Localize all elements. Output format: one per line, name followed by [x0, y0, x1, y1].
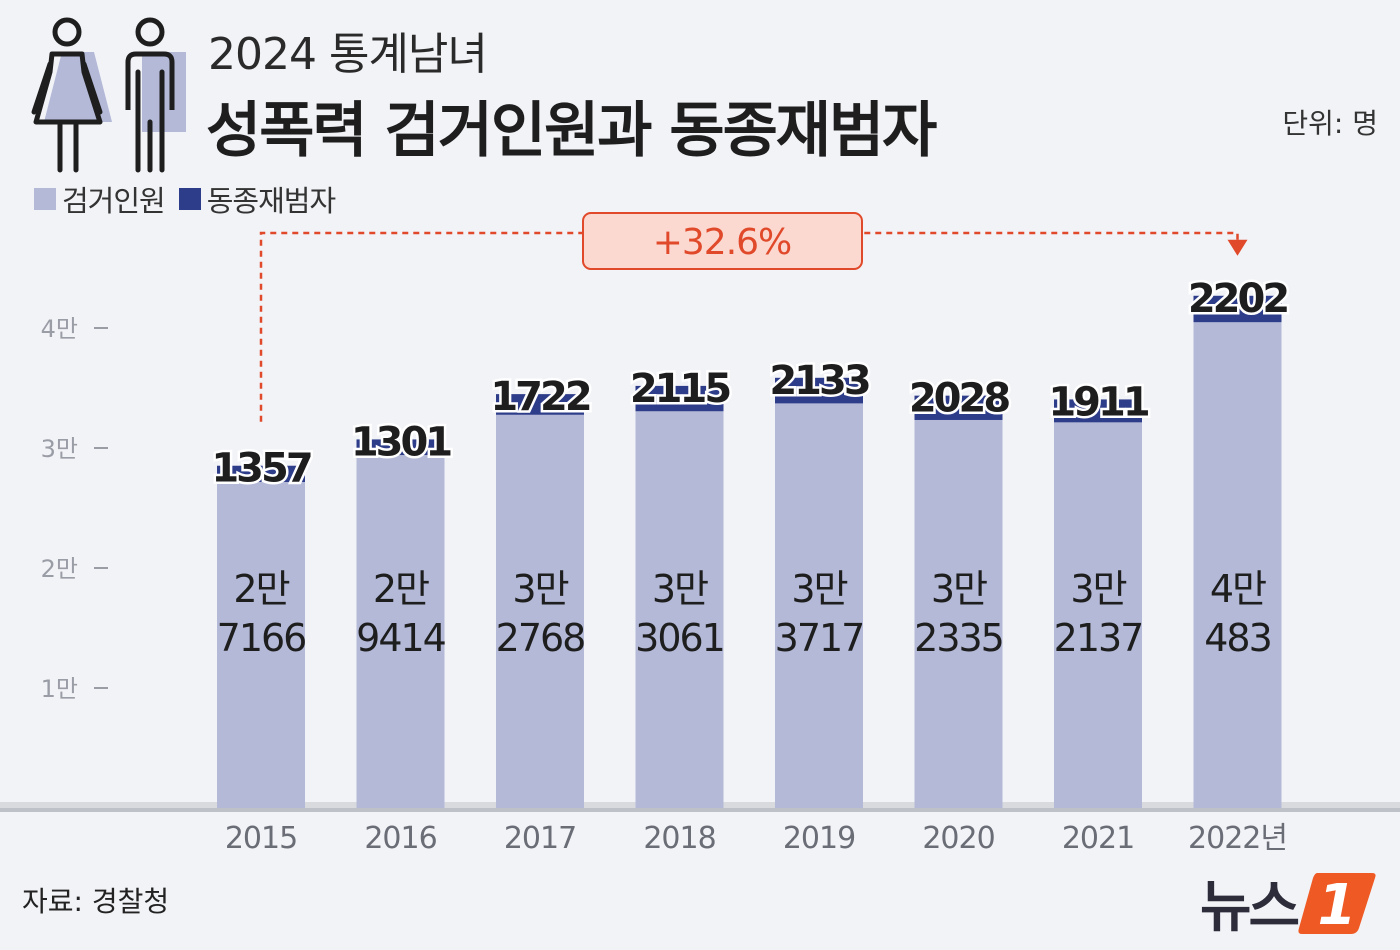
data-label-arrests-line1: 3만	[652, 567, 708, 611]
logo-mark-icon: 1	[1298, 872, 1376, 938]
legend-label-arrests: 검거인원	[62, 184, 166, 218]
stacked-bar-chart: 1만 2만 3만 4만 1357 2만 7166 2015 1301 2만 9414 2016 1722…	[0, 212, 1400, 856]
data-label-arrests-line1: 3만	[512, 567, 568, 611]
bar-repeat-offenders	[1054, 399, 1142, 423]
data-label-arrests-line1: 2만	[233, 567, 289, 611]
x-tick-label: 2019	[783, 821, 855, 856]
x-tick-label: 2021	[1062, 821, 1134, 856]
bar-repeat-offenders	[1193, 295, 1282, 323]
news1-logo: 뉴스 1	[1200, 862, 1377, 943]
bar-arrests	[775, 403, 863, 808]
bar-arrests	[217, 482, 305, 808]
data-label-repeat-offenders: 1301	[351, 419, 451, 465]
data-label-repeat-offenders: 2202	[1188, 276, 1287, 322]
data-label-arrests-line2: 9414	[356, 616, 446, 660]
legend-swatch-repeat-offenders	[178, 188, 201, 210]
data-label-arrests-line1: 2만	[373, 567, 429, 611]
data-label-arrests-line2: 7166	[217, 616, 306, 660]
bar-repeat-offenders	[356, 439, 445, 456]
y-tick-label: 1만	[41, 675, 78, 703]
y-tick-label: 2만	[41, 555, 78, 583]
data-label-arrests-line1: 3만	[791, 567, 847, 611]
logo-mark-text: 1	[1318, 873, 1357, 938]
growth-badge-label: +32.6%	[653, 222, 792, 263]
bar-arrests	[1193, 322, 1282, 808]
data-label-arrests-line2: 483	[1204, 616, 1271, 660]
baseline	[0, 808, 1400, 812]
bar-arrests	[635, 411, 724, 808]
data-label-repeat-offenders: 2115	[630, 366, 730, 412]
growth-badge	[582, 212, 863, 270]
x-tick-label: 2022년	[1188, 821, 1287, 856]
data-label-arrests-line1: 4만	[1210, 567, 1266, 611]
data-label-repeat-offenders: 1357	[211, 446, 310, 492]
data-label-repeat-offenders: 2133	[769, 358, 868, 404]
legend-label-repeat-offenders: 동종재범자	[206, 184, 336, 218]
logo-text: 뉴스	[1200, 875, 1300, 940]
data-label-arrests-line2: 3061	[635, 616, 724, 660]
data-label-arrests-line2: 2335	[914, 616, 1003, 660]
source-note: 자료: 경찰청	[22, 885, 170, 918]
x-tick-label: 2017	[504, 821, 576, 856]
y-tick-label: 4만	[41, 315, 78, 343]
growth-arrow-icon	[1227, 239, 1248, 256]
male-female-figures-icon	[31, 17, 186, 173]
bar-repeat-offenders	[496, 394, 584, 415]
bar-arrests	[914, 419, 1003, 808]
data-label-repeat-offenders: 1722	[490, 374, 589, 420]
x-tick-label: 2016	[364, 821, 436, 856]
y-tick-label: 3만	[41, 435, 78, 463]
legend-swatch-arrests	[34, 188, 56, 210]
bar-repeat-offenders	[914, 395, 1003, 420]
data-label-repeat-offenders: 2028	[909, 376, 1009, 422]
legend: 검거인원 동종재범자	[34, 178, 349, 220]
legend-item-repeat-offenders: 동종재범자	[178, 178, 336, 220]
bar-repeat-offenders	[775, 377, 863, 404]
data-label-repeat-offenders: 1911	[1048, 379, 1148, 425]
data-label-arrests-line1: 3만	[931, 567, 987, 611]
data-label-arrests-line2: 2768	[496, 616, 585, 660]
x-tick-label: 2015	[225, 821, 297, 856]
data-label-arrests-line2: 3717	[775, 616, 864, 660]
data-label-arrests-line2: 2137	[1054, 616, 1143, 660]
x-tick-label: 2020	[922, 821, 994, 856]
bar-arrests	[356, 455, 445, 808]
chart-title: 성폭력 검거인원과 동종재범자	[206, 96, 937, 166]
bar-arrests	[496, 414, 584, 808]
bar-arrests	[1054, 422, 1142, 808]
x-tick-label: 2018	[643, 821, 715, 856]
chart-subtitle: 2024 통계남녀	[208, 29, 488, 80]
unit-label: 단위: 명	[1282, 107, 1378, 140]
data-label-arrests-line1: 3만	[1070, 567, 1126, 611]
bar-repeat-offenders	[635, 385, 724, 412]
legend-item-arrests: 검거인원	[34, 178, 166, 220]
bar-repeat-offenders	[217, 465, 305, 483]
